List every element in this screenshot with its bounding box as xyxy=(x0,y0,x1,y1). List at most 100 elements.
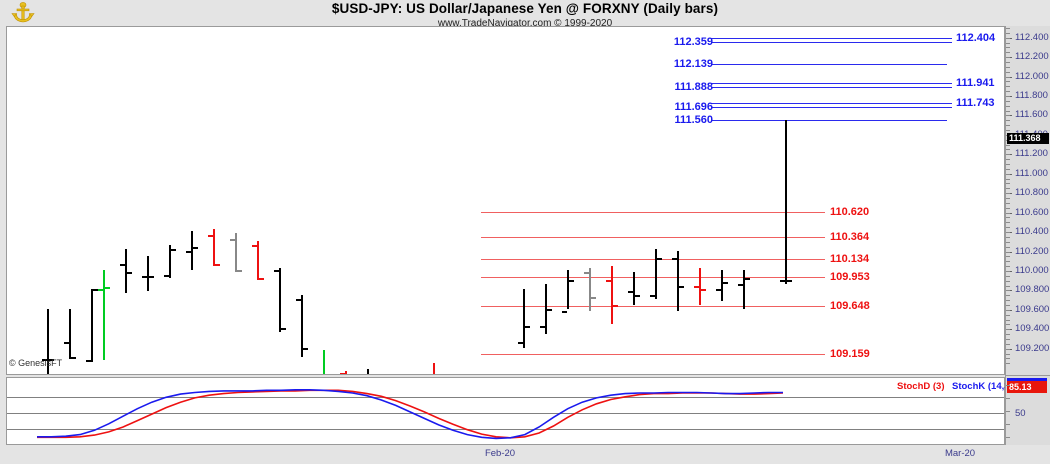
price-axis-minor-tick xyxy=(1006,324,1010,326)
stochastic-plot-area[interactable] xyxy=(7,378,1004,444)
price-axis-minor-tick xyxy=(1006,241,1010,243)
price-axis-minor-tick xyxy=(1006,285,1010,287)
ohlc-close-tick xyxy=(49,359,54,362)
ohlc-open-tick xyxy=(64,341,69,344)
price-axis-minor-tick xyxy=(1006,81,1010,83)
price-axis-label: 109.400 xyxy=(1015,323,1050,335)
stoch-value-cap xyxy=(1007,378,1047,381)
stochastic-pane[interactable]: StochD (3) StochK (14,3) xyxy=(6,377,1013,445)
price-pane[interactable]: 112.359 112.404 112.139 111.888 111.941 111.6… xyxy=(6,26,1005,375)
price-axis-minor-tick xyxy=(1006,256,1010,258)
price-axis-minor-tick xyxy=(1006,232,1010,234)
ohlc-close-tick xyxy=(635,295,640,298)
ohlc-open-tick xyxy=(738,283,743,286)
price-axis-minor-tick xyxy=(1006,37,1010,39)
price-axis-minor-tick xyxy=(1006,334,1010,336)
price-axis-minor-tick xyxy=(1006,47,1010,49)
price-axis-minor-tick xyxy=(1006,304,1010,306)
ohlc-open-tick xyxy=(716,289,721,292)
resistance-level-label-left: 111.696 xyxy=(674,100,713,113)
ohlc-close-tick xyxy=(259,277,264,280)
support-level-line xyxy=(481,236,825,238)
ohlc-bar xyxy=(433,363,435,374)
ohlc-bar xyxy=(257,240,259,280)
stoch-axis-tick xyxy=(1006,437,1010,438)
resistance-level-label-left: 112.359 xyxy=(673,36,713,49)
ohlc-bar xyxy=(699,268,701,305)
support-level-label: 109.953 xyxy=(830,270,870,283)
support-level-label: 110.620 xyxy=(830,205,870,218)
ohlc-bar xyxy=(367,369,369,374)
date-axis-label: Feb-20 xyxy=(484,448,516,459)
ohlc-bar xyxy=(301,295,303,358)
resistance-level-label-right: 112.404 xyxy=(956,32,996,45)
ohlc-close-tick xyxy=(569,279,574,282)
ohlc-bar xyxy=(633,271,635,305)
price-axis-minor-tick xyxy=(1006,76,1010,78)
stoch-axis-tick xyxy=(1006,424,1010,425)
price-axis-minor-tick xyxy=(1006,110,1010,112)
ohlc-close-tick xyxy=(237,269,242,272)
price-axis-minor-tick xyxy=(1006,159,1010,161)
price-axis-minor-tick xyxy=(1006,100,1010,102)
price-axis-minor-tick xyxy=(1006,309,1010,311)
price-axis-minor-tick xyxy=(1006,91,1010,93)
ohlc-close-tick xyxy=(105,287,110,290)
price-axis-minor-tick xyxy=(1006,115,1010,117)
price-axis-minor-tick xyxy=(1006,251,1010,253)
price-axis-minor-tick xyxy=(1006,42,1010,44)
ohlc-open-tick xyxy=(606,279,611,282)
ohlc-open-tick xyxy=(42,359,47,362)
price-axis-minor-tick xyxy=(1006,120,1010,122)
resistance-level-line xyxy=(711,87,952,89)
price-axis-minor-tick xyxy=(1006,358,1010,360)
price-axis[interactable]: 112.400112.200112.000111.800111.600111.4… xyxy=(1005,26,1050,445)
price-axis-minor-tick xyxy=(1006,125,1010,127)
price-axis-label: 110.400 xyxy=(1015,226,1049,238)
chart-header: $USD-JPY: US Dollar/Japanese Yen @ FORXN… xyxy=(0,0,1050,29)
price-axis-label: 111.000 xyxy=(1015,167,1048,179)
ohlc-open-tick xyxy=(780,279,785,282)
ohlc-bar xyxy=(785,120,787,284)
support-level-line xyxy=(481,306,825,308)
price-axis-minor-tick xyxy=(1006,236,1010,238)
price-axis-minor-tick xyxy=(1006,353,1010,355)
price-axis-minor-tick xyxy=(1006,183,1010,185)
price-axis-minor-tick xyxy=(1006,261,1010,263)
price-axis-minor-tick xyxy=(1006,57,1010,59)
resistance-level-line xyxy=(711,106,952,108)
price-axis-label: 112.400 xyxy=(1015,31,1049,43)
price-axis-minor-tick xyxy=(1006,52,1010,54)
price-axis-minor-tick xyxy=(1006,329,1010,331)
price-axis-minor-tick xyxy=(1006,95,1010,97)
stoch-gridline xyxy=(7,413,1004,414)
stoch-gridline xyxy=(7,396,1004,398)
price-axis-label: 110.800 xyxy=(1015,187,1049,199)
resistance-level-label-left: 111.888 xyxy=(674,81,713,94)
price-axis-minor-tick xyxy=(1006,343,1010,345)
resistance-level-label-left: 111.560 xyxy=(674,114,713,127)
price-plot-area[interactable]: 112.359 112.404 112.139 111.888 111.941 111.6… xyxy=(7,27,1004,374)
ohlc-close-tick xyxy=(149,275,154,278)
ohlc-open-tick xyxy=(208,235,213,237)
price-axis-label: 111.800 xyxy=(1015,89,1048,101)
price-axis-minor-tick xyxy=(1006,217,1010,219)
ohlc-bar xyxy=(323,349,325,374)
ohlc-bar xyxy=(743,269,745,309)
resistance-level-label-right: 111.941 xyxy=(956,77,995,90)
price-axis-label: 109.800 xyxy=(1015,284,1050,296)
price-axis-label: 109.600 xyxy=(1015,303,1050,315)
date-axis-label: Mar-20 xyxy=(944,448,976,459)
ohlc-bar xyxy=(567,269,569,309)
price-axis-minor-tick xyxy=(1006,178,1010,180)
ohlc-close-tick xyxy=(303,347,308,350)
price-axis-minor-tick xyxy=(1006,246,1010,248)
price-axis-minor-tick xyxy=(1006,193,1010,195)
stoch-axis-tick xyxy=(1006,411,1010,412)
support-level-line xyxy=(481,276,825,278)
ohlc-close-tick xyxy=(171,248,176,251)
ohlc-open-tick xyxy=(694,285,699,288)
price-axis-minor-tick xyxy=(1006,270,1010,272)
price-axis-minor-tick xyxy=(1006,222,1010,224)
